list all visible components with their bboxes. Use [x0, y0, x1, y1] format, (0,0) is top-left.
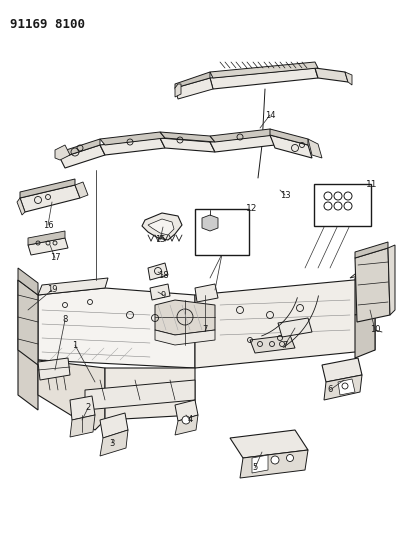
- Polygon shape: [28, 231, 65, 245]
- Text: 1: 1: [72, 341, 78, 350]
- Text: 9: 9: [160, 290, 166, 300]
- Polygon shape: [240, 450, 308, 478]
- Polygon shape: [210, 135, 275, 152]
- Circle shape: [286, 455, 294, 462]
- Polygon shape: [20, 185, 80, 212]
- Polygon shape: [148, 219, 174, 235]
- Polygon shape: [18, 280, 38, 365]
- Polygon shape: [210, 68, 318, 89]
- Polygon shape: [18, 268, 38, 295]
- Polygon shape: [210, 129, 275, 142]
- Polygon shape: [322, 358, 362, 382]
- FancyBboxPatch shape: [314, 184, 371, 226]
- Polygon shape: [175, 84, 181, 97]
- Polygon shape: [38, 360, 105, 430]
- Polygon shape: [155, 330, 215, 345]
- Polygon shape: [252, 455, 268, 473]
- Text: 11: 11: [366, 180, 377, 189]
- Polygon shape: [38, 358, 70, 380]
- FancyBboxPatch shape: [195, 209, 249, 255]
- Text: 16: 16: [43, 221, 53, 230]
- Text: 3: 3: [109, 439, 115, 448]
- Text: 5: 5: [253, 464, 258, 472]
- Text: 2: 2: [85, 403, 91, 413]
- Polygon shape: [210, 62, 318, 78]
- Text: 18: 18: [158, 271, 168, 279]
- Polygon shape: [175, 78, 213, 99]
- Polygon shape: [38, 288, 195, 368]
- Text: 91169 8100: 91169 8100: [10, 18, 85, 31]
- Text: 19: 19: [47, 286, 57, 295]
- Text: 15: 15: [155, 236, 165, 245]
- Polygon shape: [28, 238, 68, 255]
- Polygon shape: [355, 272, 375, 315]
- Polygon shape: [38, 278, 108, 295]
- Polygon shape: [278, 318, 312, 337]
- Text: 13: 13: [280, 190, 290, 199]
- Polygon shape: [230, 430, 308, 458]
- Polygon shape: [100, 430, 128, 456]
- Polygon shape: [105, 368, 195, 420]
- Text: 14: 14: [265, 110, 275, 119]
- Polygon shape: [270, 135, 312, 158]
- Polygon shape: [355, 248, 390, 322]
- Text: 8: 8: [62, 316, 68, 325]
- Polygon shape: [148, 263, 168, 280]
- Polygon shape: [100, 132, 165, 145]
- Text: 4: 4: [188, 416, 193, 424]
- Text: 17: 17: [50, 254, 60, 262]
- Circle shape: [334, 192, 342, 200]
- Polygon shape: [20, 179, 75, 198]
- Polygon shape: [160, 132, 215, 142]
- Polygon shape: [324, 375, 362, 400]
- Text: 6: 6: [327, 385, 333, 394]
- Polygon shape: [142, 213, 182, 240]
- Circle shape: [324, 202, 332, 210]
- Polygon shape: [85, 380, 195, 410]
- Polygon shape: [350, 268, 380, 278]
- Polygon shape: [175, 415, 198, 435]
- Circle shape: [182, 416, 190, 424]
- Polygon shape: [195, 278, 375, 368]
- Polygon shape: [18, 280, 38, 410]
- Polygon shape: [250, 335, 295, 353]
- Polygon shape: [100, 413, 128, 438]
- Polygon shape: [70, 415, 95, 437]
- Polygon shape: [355, 242, 388, 258]
- Text: 7: 7: [282, 341, 288, 350]
- Polygon shape: [155, 300, 215, 335]
- Circle shape: [271, 456, 279, 464]
- Polygon shape: [270, 129, 308, 145]
- Polygon shape: [355, 310, 375, 358]
- Circle shape: [334, 202, 342, 210]
- Polygon shape: [308, 139, 322, 158]
- Polygon shape: [55, 145, 70, 160]
- Polygon shape: [338, 379, 355, 395]
- Polygon shape: [175, 72, 210, 88]
- Polygon shape: [315, 68, 348, 82]
- Polygon shape: [150, 284, 170, 300]
- Polygon shape: [17, 198, 25, 215]
- Circle shape: [344, 192, 352, 200]
- Polygon shape: [345, 72, 352, 85]
- Text: 10: 10: [370, 326, 380, 335]
- Polygon shape: [60, 145, 105, 168]
- Text: 12: 12: [246, 204, 257, 213]
- Polygon shape: [195, 284, 218, 302]
- Polygon shape: [175, 400, 198, 421]
- Circle shape: [324, 192, 332, 200]
- Text: 7: 7: [202, 326, 208, 335]
- Polygon shape: [202, 215, 218, 231]
- Polygon shape: [70, 396, 95, 420]
- Polygon shape: [160, 138, 215, 152]
- Polygon shape: [75, 182, 88, 198]
- Polygon shape: [388, 245, 395, 315]
- Polygon shape: [100, 138, 165, 155]
- Polygon shape: [60, 139, 100, 158]
- Circle shape: [344, 202, 352, 210]
